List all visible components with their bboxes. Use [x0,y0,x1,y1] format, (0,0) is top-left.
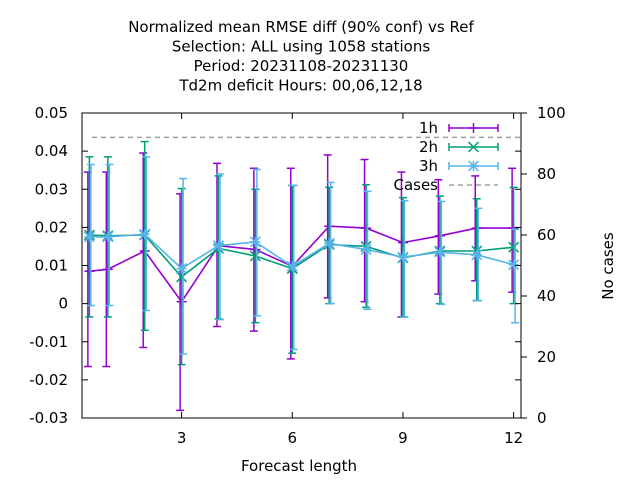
marker-stroke [102,231,114,243]
data-point [468,123,479,133]
data-point [360,243,372,256]
axes: 0.05 0.04 0.03 0.02 0.01 0 -0.01 -0.02 -0.03 3 6 9 1… [29,104,565,447]
data-point [249,236,261,248]
y-tick-label: -0.03 [29,409,68,427]
marker-stroke [360,243,372,256]
data-point [83,231,95,243]
marker-stroke [139,228,151,240]
marker-stroke [434,246,446,258]
plot-frame [81,112,522,419]
data-point [176,271,188,283]
marker-stroke [397,251,409,263]
y2-tick-label: 0 [537,409,547,427]
title-line-4: Td2m deficit Hours: 00,06,12,18 [178,77,422,95]
marker-stroke [508,241,520,253]
x-tick-label: 3 [177,429,187,447]
x-axis-label: Forecast length [241,457,357,475]
title-line-1: Normalized mean RMSE diff (90% conf) vs … [128,18,474,36]
marker-stroke [212,240,225,252]
marker-stroke [249,250,261,262]
y-tick-label: 0.04 [35,142,68,160]
x-tick-label: 12 [504,429,523,447]
series-1h [83,152,519,412]
y-tick-label: -0.02 [29,371,68,389]
chart-title: Normalized mean RMSE diff (90% conf) vs … [128,18,474,95]
marker-stroke [176,271,188,283]
marker-stroke [286,260,298,272]
data-point [323,237,335,249]
y-tick-label: -0.01 [29,333,68,351]
data-point [176,263,188,275]
legend-label-3h: 3h [419,157,438,175]
x-tick-label: 9 [398,429,408,447]
data-point [212,240,225,252]
y2-tick-label: 80 [537,165,556,183]
marker-stroke [83,231,95,243]
data-point [249,250,261,262]
data-point [508,259,520,271]
y2-tick-label: 60 [537,226,556,244]
y-tick-label: 0.01 [35,257,68,275]
y2-tick-label: 40 [537,287,556,305]
data-point [471,249,483,261]
data-point [102,231,114,243]
title-line-3: Period: 20231108-20231130 [194,57,409,75]
y-tick-label: 0.03 [35,180,68,198]
marker-stroke [249,236,261,248]
x-tick-label: 6 [288,429,298,447]
y2-axis-label: No cases [599,232,617,300]
series-3h [83,156,520,355]
marker-stroke [176,263,188,275]
data-point [434,246,446,258]
y-tick-label: 0.05 [35,104,68,122]
title-line-2: Selection: ALL using 1058 stations [172,38,431,56]
data-point [467,141,480,153]
y-tick-label: 0.02 [35,218,68,236]
legend-label-2h: 2h [419,138,438,156]
data-point [286,260,298,272]
legend-label-Cases: Cases [393,176,438,194]
data-point [139,228,151,240]
marker-stroke [508,259,520,271]
series-group [83,140,520,412]
y-tick-label: 0 [58,295,68,313]
data-point [467,160,480,172]
y2-tick-label: 20 [537,348,556,366]
marker-stroke [471,249,483,261]
data-point [508,241,520,253]
marker-stroke [467,160,480,172]
series-line [89,225,514,304]
y2-tick-label: 100 [537,104,566,122]
marker-stroke [467,141,480,153]
marker-stroke [323,237,335,249]
data-point [397,251,409,263]
legend-label-1h: 1h [419,119,438,137]
